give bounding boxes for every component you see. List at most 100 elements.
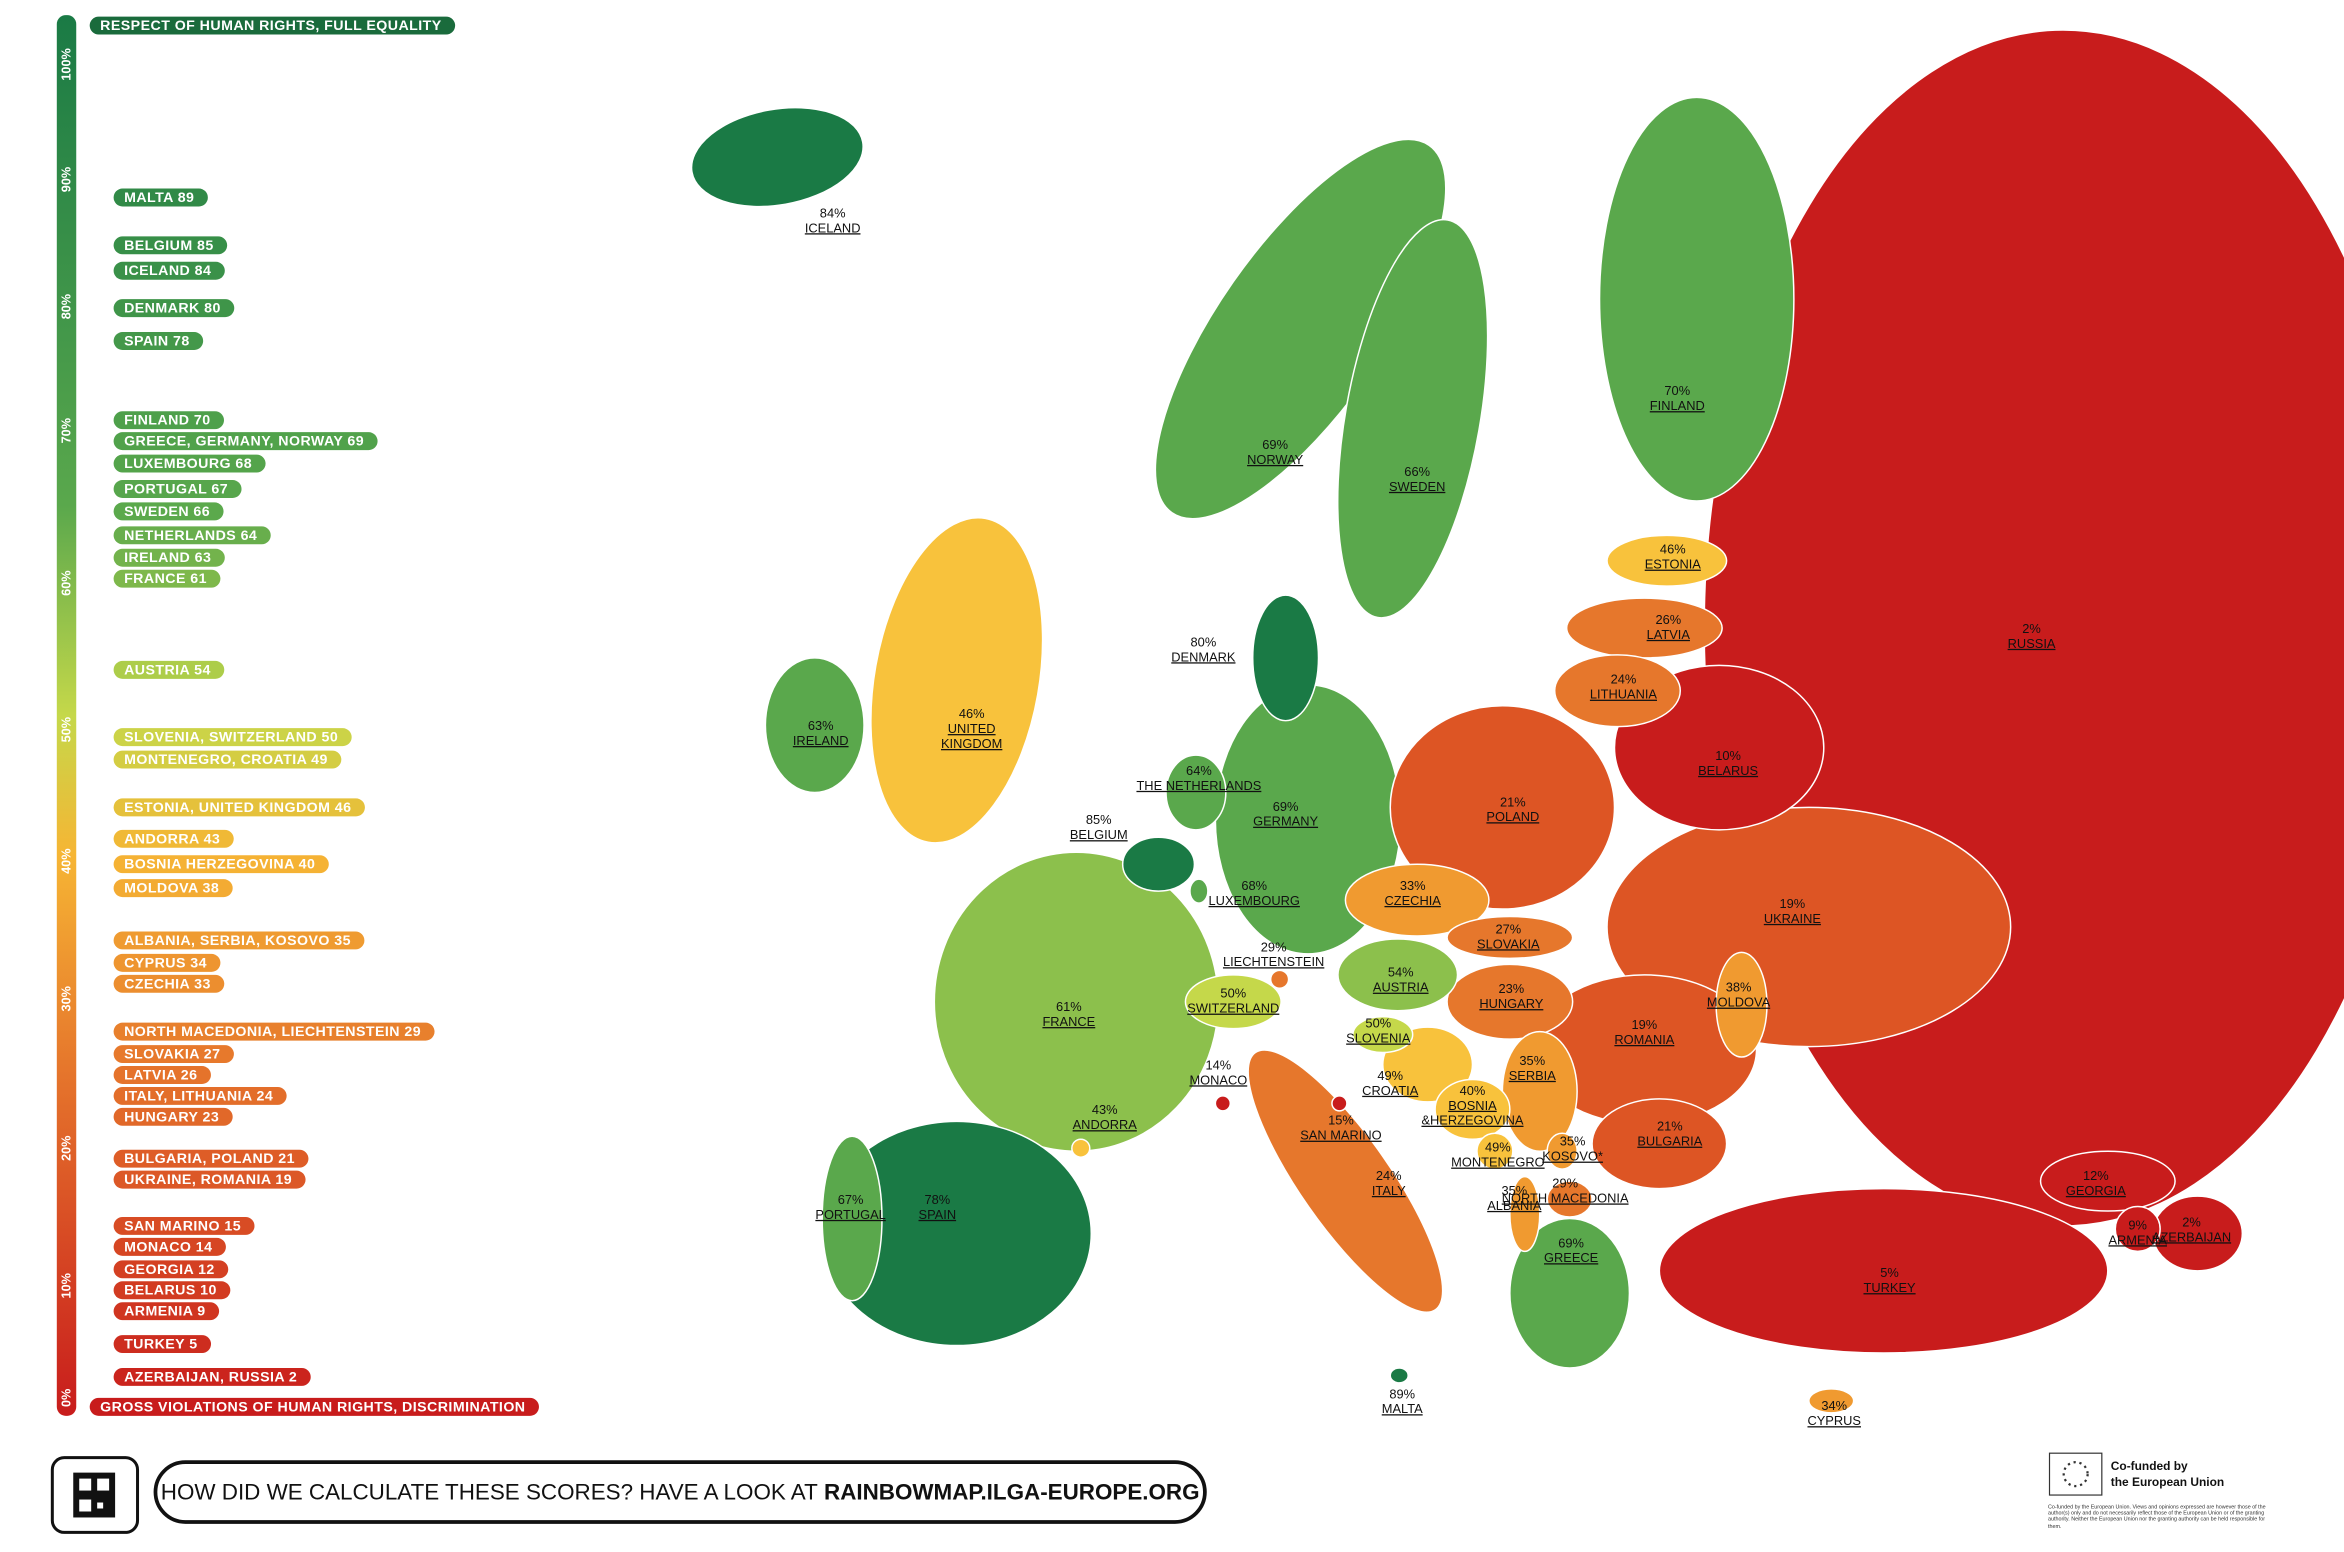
legend-entry-bg xyxy=(113,480,242,498)
country-shape xyxy=(1591,1098,1728,1190)
eu-title-1: Co-funded by xyxy=(2111,1459,2188,1473)
legend-entry-bg xyxy=(113,1066,211,1084)
country-shape xyxy=(1247,1049,1444,1313)
country-shape xyxy=(1446,915,1574,960)
country-score: 38% xyxy=(1726,980,1752,995)
country-score: 61% xyxy=(1056,999,1082,1014)
country-score: 35% xyxy=(1519,1053,1545,1068)
country-name: IRELAND xyxy=(793,733,849,748)
legend-entry: MONACO 14 xyxy=(124,1239,212,1255)
country-shape xyxy=(1606,806,2012,1048)
country-shape xyxy=(1553,654,1682,728)
legend-entry-bg xyxy=(113,1107,233,1126)
legend-entry: MONTENEGRO, CROATIA 49 xyxy=(124,752,328,768)
scale-label: 50% xyxy=(60,717,74,742)
country-score: 40% xyxy=(1460,1083,1486,1098)
legend-entry: ITALY, LITHUANIA 24 xyxy=(124,1088,273,1104)
legend-entry: BULGARIA, POLAND 21 xyxy=(124,1151,295,1167)
country-name: BELGIUM xyxy=(1070,827,1128,842)
legend-entry-bg xyxy=(113,1335,212,1354)
legend-entry-bg xyxy=(113,1045,234,1064)
country-name: ITALY xyxy=(1372,1183,1406,1198)
footer-link[interactable]: RAINBOWMAP.ILGA-EUROPE.ORG xyxy=(824,1479,1200,1504)
legend-entry: PORTUGAL 67 xyxy=(124,481,228,497)
legend-entry: DENMARK 80 xyxy=(124,301,221,317)
country-score: 14% xyxy=(1205,1057,1231,1072)
country-name: SERBIA xyxy=(1509,1068,1557,1083)
legend-entry: NORTH MACEDONIA, LIECHTENSTEIN 29 xyxy=(124,1024,421,1040)
legend-entry: FINLAND 70 xyxy=(124,413,210,429)
scale-label: 70% xyxy=(60,418,74,443)
country-shape xyxy=(2114,1205,2161,1253)
map xyxy=(690,29,2344,1414)
country-name: SWITZERLAND xyxy=(1187,1001,1279,1016)
country-name: ALBANIA xyxy=(1487,1198,1542,1213)
eu-title-2: the European Union xyxy=(2111,1475,2224,1489)
country-shape xyxy=(1389,704,1616,910)
legend-entry-bg xyxy=(113,1086,287,1105)
legend-entry-bg xyxy=(113,750,342,769)
country-score: 46% xyxy=(1660,542,1686,557)
country-name: LIECHTENSTEIN xyxy=(1223,954,1324,969)
legend-entry-bg xyxy=(113,569,221,588)
legend-entry: FRANCE 61 xyxy=(124,571,207,587)
legend-entry: SPAIN 78 xyxy=(124,333,190,349)
country-shape xyxy=(1344,863,1490,937)
eu-disclaimer-box: Co-funded by the European Union. Views a… xyxy=(2048,1504,2266,1529)
country-shape xyxy=(1165,754,1227,831)
country-name: SLOVAKIA xyxy=(1477,936,1540,951)
country-name: CYPRUS xyxy=(1807,1413,1861,1428)
country-shape xyxy=(1658,1187,2109,1354)
legend-entry: NETHERLANDS 64 xyxy=(124,528,257,544)
country-shape xyxy=(1336,218,1489,619)
country-score: 9% xyxy=(2128,1217,2147,1232)
country-shape xyxy=(1606,534,1728,587)
legend-bottom: GROSS VIOLATIONS OF HUMAN RIGHTS, DISCRI… xyxy=(100,1399,525,1415)
legend-entry-bg xyxy=(113,1149,309,1168)
legend-entry: AZERBAIJAN, RUSSIA 2 xyxy=(124,1369,297,1385)
country-shape xyxy=(764,657,865,794)
country-score: 70% xyxy=(1664,383,1690,398)
country-name: PORTUGAL xyxy=(815,1207,885,1222)
country-score: 5% xyxy=(1880,1265,1899,1280)
country-shape xyxy=(1352,1015,1414,1054)
country-score: 49% xyxy=(1485,1140,1511,1155)
legend-entry: ARMENIA 9 xyxy=(124,1304,206,1320)
country-score: 66% xyxy=(1404,464,1430,479)
country-name: FRANCE xyxy=(1042,1014,1095,1029)
country-shape xyxy=(1808,1388,1855,1414)
country-name: UNITED xyxy=(948,721,996,736)
country-shape xyxy=(2039,1150,2176,1212)
country-score: 21% xyxy=(1500,794,1526,809)
country-score: 26% xyxy=(1655,612,1681,627)
country-name: POLAND xyxy=(1486,809,1539,824)
country-name: FINLAND xyxy=(1650,398,1705,413)
country-score: 35% xyxy=(1560,1134,1586,1149)
country-shape xyxy=(1509,1217,1631,1369)
country-name: UKRAINE xyxy=(1764,911,1822,926)
legend-entry-bg xyxy=(113,829,234,848)
country-score: 85% xyxy=(1086,812,1112,827)
footer-box xyxy=(153,1460,1207,1524)
country-name: BOSNIA xyxy=(1448,1098,1497,1113)
country-name: SWEDEN xyxy=(1389,479,1445,494)
legend-entry: BOSNIA HERZEGOVINA 40 xyxy=(124,857,315,873)
legend-entry: BELGIUM 85 xyxy=(124,238,214,254)
country-name: MALTA xyxy=(1382,1401,1423,1416)
country-score: 2% xyxy=(2182,1214,2201,1229)
country-shape xyxy=(1251,594,1320,722)
legend-entry: UKRAINE, ROMANIA 19 xyxy=(124,1172,292,1188)
country-score: 19% xyxy=(1632,1017,1658,1032)
scale-label: 10% xyxy=(60,1273,74,1298)
country-name: AZERBAIJAN xyxy=(2152,1229,2231,1244)
footer-text: HOW DID WE CALCULATE THESE SCORES? HAVE … xyxy=(161,1479,1200,1504)
country-name: AUSTRIA xyxy=(1373,980,1429,995)
legend-entry-bg xyxy=(113,411,224,430)
country-name: LUXEMBOURG xyxy=(1209,893,1300,908)
country-score: 43% xyxy=(1092,1102,1118,1117)
country-score: 23% xyxy=(1498,981,1524,996)
legend-entry-bg xyxy=(113,1367,311,1386)
legend-bottom-bg xyxy=(89,1397,539,1416)
legend-entry: SLOVENIA, SWITZERLAND 50 xyxy=(124,730,338,746)
